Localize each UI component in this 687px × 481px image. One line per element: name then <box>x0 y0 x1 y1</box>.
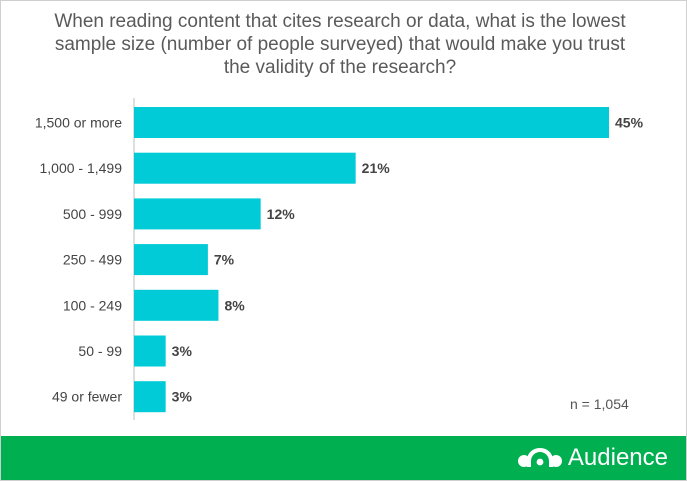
surveymonkey-logo-icon <box>517 448 562 467</box>
bar <box>134 107 609 138</box>
category-label: 1,500 or more <box>35 115 122 131</box>
bar <box>134 198 261 230</box>
sample-size-note: n = 1,054 <box>570 396 629 412</box>
category-label: 1,000 - 1,499 <box>39 160 122 176</box>
category-label: 49 or fewer <box>52 389 122 405</box>
value-label: 12% <box>267 206 296 222</box>
value-label: 21% <box>362 160 391 176</box>
footer-bar: Audience <box>1 436 686 480</box>
value-label: 7% <box>214 252 235 268</box>
category-label: 250 - 499 <box>63 252 122 268</box>
bar <box>134 381 166 413</box>
chart-title: When reading content that cites research… <box>54 11 626 78</box>
bar-chart: 1,500 or more 45% 1,000 - 1,499 21% 500 - 99… <box>35 98 644 420</box>
brand-name: Audience <box>567 444 668 471</box>
bar <box>134 244 208 276</box>
value-label: 3% <box>172 343 193 359</box>
value-label: 45% <box>615 115 644 131</box>
category-label: 100 - 249 <box>63 297 122 313</box>
category-label: 500 - 999 <box>63 206 122 222</box>
bar <box>134 335 166 367</box>
category-label: 50 - 99 <box>78 343 122 359</box>
value-label: 8% <box>224 297 245 313</box>
bar <box>134 289 219 321</box>
value-label: 3% <box>172 389 193 405</box>
bar <box>134 152 356 184</box>
brand-logo: Audience <box>517 442 668 474</box>
